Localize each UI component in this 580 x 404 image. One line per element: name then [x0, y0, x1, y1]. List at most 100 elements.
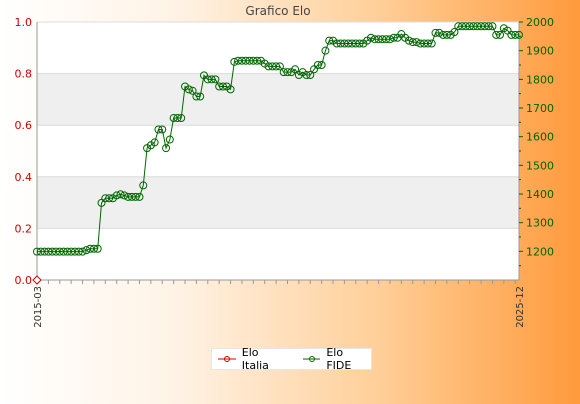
point-elo-fide [93, 244, 102, 253]
point-elo-fide [234, 56, 243, 65]
point-elo-fide [105, 194, 114, 203]
point-elo-fide [416, 39, 425, 48]
point-elo-fide [237, 56, 246, 65]
right-tick-label: 1400 [526, 188, 554, 201]
legend-label-elo-italia: Elo Italia [241, 346, 269, 372]
point-elo-fide [442, 30, 451, 39]
point-elo-fide [461, 22, 470, 31]
point-elo-fide [480, 22, 489, 31]
right-tick-label: 1300 [526, 217, 554, 230]
point-elo-fide [230, 57, 239, 66]
point-elo-fide [120, 191, 129, 200]
point-elo-fide [70, 247, 79, 256]
point-elo-fide [291, 65, 300, 74]
point-elo-fide [78, 247, 87, 256]
point-elo-fide [492, 30, 501, 39]
point-elo-fide [112, 191, 121, 200]
chart-title: Grafico Elo [245, 4, 310, 18]
point-elo-fide [215, 82, 224, 91]
point-elo-fide [439, 30, 448, 39]
point-elo-fide [484, 22, 493, 31]
point-elo-fide [366, 33, 375, 42]
point-elo-fide [477, 22, 486, 31]
point-elo-fide [275, 62, 284, 71]
point-elo-fide [302, 71, 311, 80]
point-elo-fide [101, 194, 110, 203]
point-elo-fide [36, 247, 45, 256]
right-tick-label: 1700 [526, 102, 554, 115]
right-tick-label: 1800 [526, 73, 554, 86]
legend-swatch-elo-fide [302, 356, 321, 362]
point-elo-fide [211, 75, 220, 84]
point-elo-fide [378, 35, 387, 44]
point-elo-fide [207, 75, 216, 84]
point-elo-fide [272, 62, 281, 71]
point-elo-fide [332, 39, 341, 48]
point-elo-fide [150, 138, 159, 147]
point-elo-fide [351, 39, 360, 48]
point-elo-fide [370, 35, 379, 44]
left-tick-label: 0.6 [15, 119, 33, 132]
left-tick-label: 0.2 [15, 222, 33, 235]
point-elo-fide [226, 85, 235, 94]
point-elo-fide [427, 39, 436, 48]
point-elo-fide [283, 68, 292, 77]
legend-item-elo-italia: Elo Italia [218, 346, 289, 372]
plot-area [37, 22, 519, 280]
point-elo-fide [165, 135, 174, 144]
point-elo-fide [249, 56, 258, 65]
point-elo-fide [86, 244, 95, 253]
right-tick-label: 1600 [526, 131, 554, 144]
point-elo-fide [154, 125, 163, 134]
right-tick-label: 1200 [526, 245, 554, 258]
point-elo-fide [268, 62, 277, 71]
point-elo-fide [431, 28, 440, 37]
point-elo-fide [177, 114, 186, 123]
point-elo-fide [196, 92, 205, 101]
point-elo-fide [488, 22, 497, 31]
point-elo-fide [203, 75, 212, 84]
point-elo-fide [408, 38, 417, 47]
point-elo-fide [336, 39, 345, 48]
point-elo-fide [507, 30, 516, 39]
point-elo-italia [32, 275, 42, 285]
point-elo-fide [473, 22, 482, 31]
point-elo-fide [450, 28, 459, 37]
x-tick-label-last: 2025-12 [515, 286, 526, 328]
left-tick-label: 0.8 [15, 68, 33, 81]
point-elo-fide [458, 22, 467, 31]
x-tick-label-first: 2015-03 [33, 286, 44, 328]
point-elo-fide [135, 192, 144, 201]
point-elo-fide [245, 56, 254, 65]
point-elo-fide [496, 30, 505, 39]
right-tick-label: 1500 [526, 159, 554, 172]
point-elo-fide [173, 114, 182, 123]
point-elo-fide [306, 71, 315, 80]
point-elo-fide [218, 82, 227, 91]
point-elo-fide [89, 244, 98, 253]
point-elo-fide [325, 36, 334, 45]
point-elo-fide [412, 38, 421, 47]
point-elo-fide [67, 247, 76, 256]
point-elo-fide [63, 247, 72, 256]
grid-band [37, 176, 519, 229]
legend-swatch-elo-italia [218, 356, 236, 362]
point-elo-fide [158, 125, 167, 134]
point-elo-fide [348, 39, 357, 48]
right-tick-label: 1900 [526, 45, 554, 58]
point-elo-fide [385, 35, 394, 44]
point-elo-fide [253, 56, 262, 65]
point-elo-fide [511, 30, 520, 39]
left-tick-label: 0.0 [15, 274, 33, 287]
point-elo-fide [33, 247, 41, 256]
point-elo-fide [465, 22, 474, 31]
right-tick-label: 2000 [526, 16, 554, 29]
point-elo-fide [184, 85, 193, 94]
point-elo-fide [131, 192, 140, 201]
point-elo-fide [313, 61, 322, 69]
point-elo-fide [51, 247, 60, 256]
point-elo-fide [374, 35, 383, 44]
left-tick-label: 1.0 [15, 16, 33, 29]
point-elo-fide [423, 39, 432, 48]
